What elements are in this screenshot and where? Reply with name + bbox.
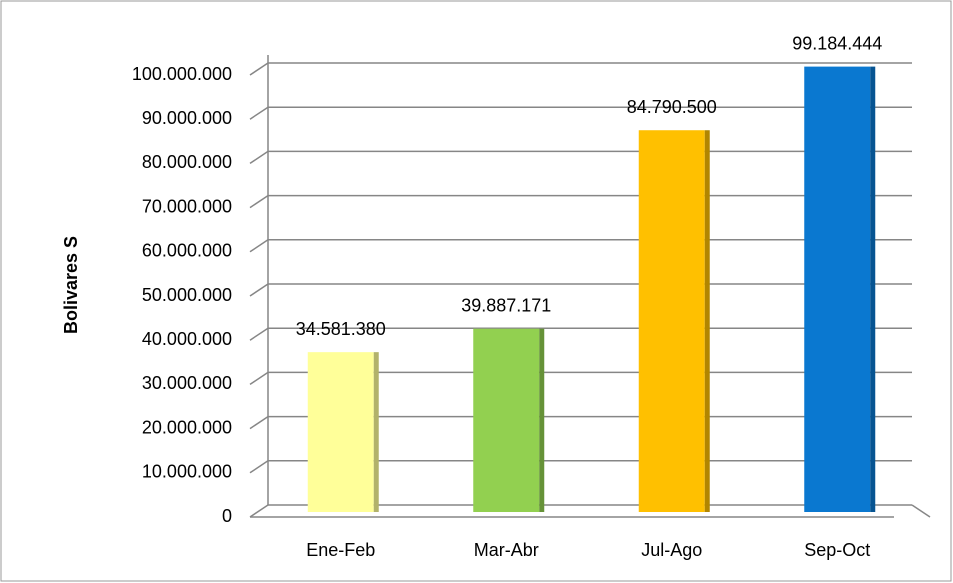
value-label: 39.887.171 <box>461 295 551 315</box>
bar-side <box>539 328 545 512</box>
bar-side <box>373 352 379 512</box>
bar-side <box>870 66 876 512</box>
y-tick-label: 50.000.000 <box>142 285 232 305</box>
y-axis-label: Bolivares S <box>61 236 81 334</box>
value-label: 34.581.380 <box>296 319 386 339</box>
grid-depth <box>249 283 269 297</box>
y-tick-label: 60.000.000 <box>142 241 232 261</box>
value-label: 84.790.500 <box>627 97 717 117</box>
y-tick-label: 30.000.000 <box>142 373 232 393</box>
grid-depth <box>249 460 269 474</box>
grid-depth <box>249 239 269 253</box>
grid-depth <box>249 415 269 430</box>
y-tick-label: 100.000.000 <box>132 64 232 84</box>
y-tick-label: 10.000.000 <box>142 462 232 482</box>
x-tick-label: Sep-Oct <box>804 540 870 560</box>
x-tick-label: Ene-Feb <box>306 540 375 560</box>
y-tick-label: 90.000.000 <box>142 108 232 128</box>
floor-right <box>911 504 931 518</box>
bar <box>307 352 374 512</box>
y-tick-label: 0 <box>222 506 232 526</box>
grid-depth <box>249 106 269 120</box>
x-tick-label: Jul-Ago <box>641 540 702 560</box>
bar <box>804 66 871 512</box>
bar-side <box>704 130 710 512</box>
y-tick-label: 70.000.000 <box>142 196 232 216</box>
grid-depth <box>249 371 269 386</box>
bar <box>638 130 705 512</box>
y-tick-label: 40.000.000 <box>142 329 232 349</box>
value-label: 99.184.444 <box>792 33 882 53</box>
grid-depth <box>249 504 269 518</box>
grid-depth <box>249 150 269 165</box>
x-tick-label: Mar-Abr <box>474 540 539 560</box>
y-tick-label: 20.000.000 <box>142 417 232 437</box>
grid-depth <box>249 194 269 209</box>
grid-depth <box>249 62 269 76</box>
bar <box>473 328 540 512</box>
y-tick-label: 80.000.000 <box>142 152 232 172</box>
grid-depth <box>249 327 269 341</box>
